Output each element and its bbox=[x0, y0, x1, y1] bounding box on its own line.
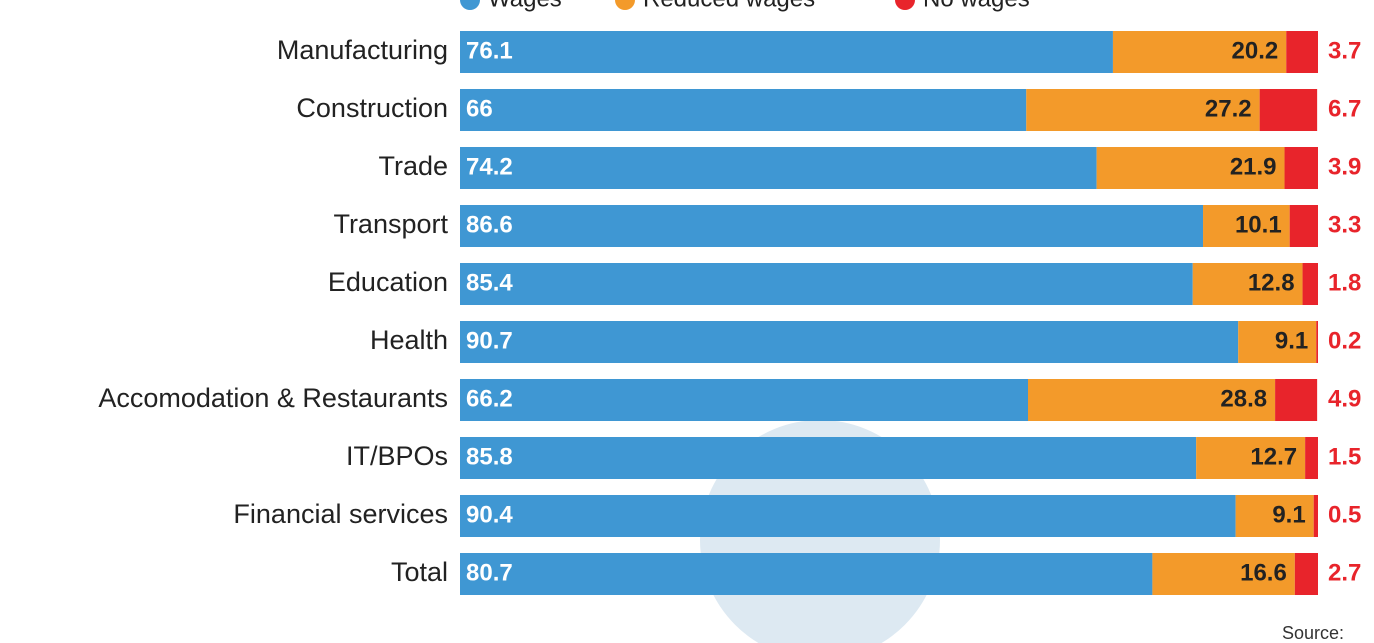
value-label: 76.1 bbox=[466, 37, 513, 64]
value-label: 66.2 bbox=[466, 385, 513, 412]
value-label: 28.8 bbox=[1220, 385, 1267, 412]
value-label: 6.7 bbox=[1328, 95, 1361, 122]
bar-segment bbox=[1096, 147, 1285, 189]
bar-segment bbox=[1316, 321, 1318, 363]
bar-segment bbox=[1259, 89, 1318, 131]
category-label: Education bbox=[328, 267, 448, 297]
bar-segment bbox=[1313, 495, 1318, 537]
category-label: Accomodation & Restaurants bbox=[98, 383, 448, 413]
bar-segment bbox=[460, 205, 1204, 247]
bar-segment bbox=[460, 379, 1028, 421]
bar-segment bbox=[1152, 553, 1295, 595]
value-label: 4.9 bbox=[1328, 385, 1361, 412]
value-label: 9.1 bbox=[1272, 501, 1305, 528]
bar-segment bbox=[1238, 321, 1317, 363]
category-label: Financial services bbox=[233, 499, 448, 529]
value-label: 1.8 bbox=[1328, 269, 1361, 296]
value-label: 12.7 bbox=[1250, 443, 1297, 470]
value-label: 3.3 bbox=[1328, 211, 1361, 238]
bar-segment bbox=[1192, 263, 1303, 305]
bar-segment bbox=[1027, 379, 1276, 421]
bar-segment bbox=[1203, 205, 1290, 247]
value-label: 85.4 bbox=[466, 269, 513, 296]
value-label: 0.2 bbox=[1328, 327, 1361, 354]
bar-segment bbox=[460, 263, 1193, 305]
bar-segment bbox=[1305, 437, 1318, 479]
value-label: 2.7 bbox=[1328, 559, 1361, 586]
value-label: 9.1 bbox=[1275, 327, 1308, 354]
category-label: Total bbox=[391, 557, 448, 587]
category-label: Trade bbox=[378, 151, 448, 181]
category-label: Transport bbox=[333, 209, 448, 239]
value-label: 74.2 bbox=[466, 153, 513, 180]
source-note: Source: bbox=[1282, 623, 1344, 643]
legend-label: Wages bbox=[488, 0, 562, 12]
value-label: 90.7 bbox=[466, 327, 513, 354]
value-label: 3.7 bbox=[1328, 37, 1361, 64]
value-label: 0.5 bbox=[1328, 501, 1361, 528]
value-label: 21.9 bbox=[1230, 153, 1277, 180]
value-label: 85.8 bbox=[466, 443, 513, 470]
bar-segment bbox=[1289, 205, 1318, 247]
bar-segment bbox=[460, 147, 1097, 189]
bar-segment bbox=[460, 89, 1027, 131]
value-label: 1.5 bbox=[1328, 443, 1361, 470]
value-label: 12.8 bbox=[1248, 269, 1295, 296]
legend-marker bbox=[460, 0, 480, 10]
value-label: 86.6 bbox=[466, 211, 513, 238]
legend-label: No wages bbox=[923, 0, 1030, 12]
bar-segment bbox=[1284, 147, 1318, 189]
bar-segment bbox=[460, 553, 1153, 595]
value-label: 20.2 bbox=[1232, 37, 1279, 64]
value-label: 10.1 bbox=[1235, 211, 1282, 238]
value-label: 27.2 bbox=[1205, 95, 1252, 122]
value-label: 90.4 bbox=[466, 501, 513, 528]
bar-segment bbox=[1286, 31, 1318, 73]
value-label: 66 bbox=[466, 95, 493, 122]
bar-segment bbox=[1294, 553, 1318, 595]
bar-segment bbox=[1026, 89, 1260, 131]
legend-marker bbox=[615, 0, 635, 10]
value-label: 16.6 bbox=[1240, 559, 1287, 586]
legend-label: Reduced wages bbox=[643, 0, 815, 12]
bar-segment bbox=[1235, 495, 1314, 537]
legend-marker bbox=[895, 0, 915, 10]
category-label: IT/BPOs bbox=[346, 441, 448, 471]
bar-segment bbox=[460, 321, 1239, 363]
bar-segment bbox=[1302, 263, 1318, 305]
category-label: Health bbox=[370, 325, 448, 355]
bar-segment bbox=[460, 495, 1236, 537]
bar-segment bbox=[1196, 437, 1306, 479]
value-label: 80.7 bbox=[466, 559, 513, 586]
bar-segment bbox=[1112, 31, 1287, 73]
category-label: Construction bbox=[296, 93, 448, 123]
bar-segment bbox=[460, 437, 1197, 479]
bar-segment bbox=[460, 31, 1113, 73]
category-label: Manufacturing bbox=[277, 35, 448, 65]
bar-segment bbox=[1275, 379, 1318, 421]
value-label: 3.9 bbox=[1328, 153, 1361, 180]
